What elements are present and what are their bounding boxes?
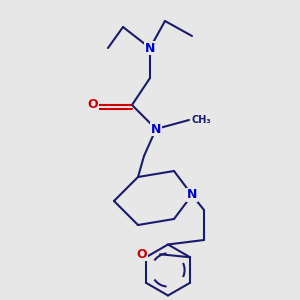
Text: N: N	[187, 188, 197, 202]
Text: O: O	[88, 98, 98, 112]
Text: O: O	[137, 248, 147, 261]
Text: CH₃: CH₃	[191, 115, 211, 125]
Text: N: N	[145, 41, 155, 55]
Text: N: N	[151, 122, 161, 136]
